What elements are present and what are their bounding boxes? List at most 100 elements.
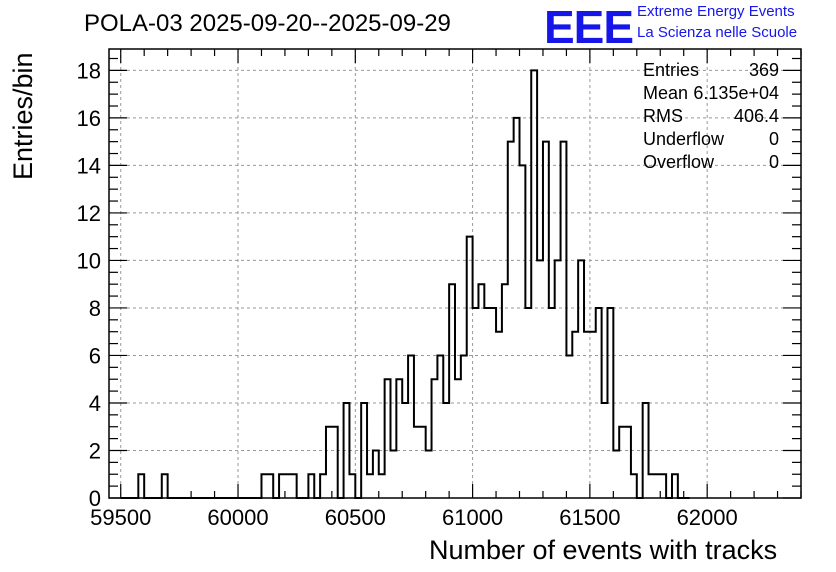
stats-rms-label: RMS — [643, 106, 683, 126]
histogram-bin-59 — [467, 237, 473, 498]
x-tick-label-61500: 61500 — [559, 505, 620, 530]
histogram-bin-77 — [572, 332, 578, 498]
histogram-bin-35 — [326, 427, 332, 498]
histogram-bin-68 — [520, 165, 526, 498]
y-tick-label-2: 2 — [89, 438, 101, 463]
logo-line-1: Extreme Energy Events — [637, 3, 795, 20]
histogram-bin-24 — [261, 474, 267, 498]
histogram-bin-54 — [437, 355, 443, 498]
chart-title: POLA-03 2025-09-20--2025-09-29 — [84, 10, 451, 37]
histogram-bin-70 — [531, 70, 537, 498]
y-tick-label-4: 4 — [89, 391, 101, 416]
histogram-bin-49 — [408, 355, 414, 498]
histogram-bin-90 — [649, 474, 655, 498]
y-tick-label-12: 12 — [77, 201, 101, 226]
histogram-bin-56 — [449, 284, 455, 498]
stats-underflow-label: Underflow — [643, 129, 725, 149]
x-tick-label-59500: 59500 — [90, 505, 151, 530]
histogram-bin-89 — [643, 403, 649, 498]
histogram-bin-83 — [607, 308, 613, 498]
histogram-bin-62 — [484, 308, 490, 498]
histogram-bin-48 — [402, 403, 408, 498]
x-tick-label-60000: 60000 — [207, 505, 268, 530]
stats-mean-label: Mean — [643, 83, 689, 103]
histogram-bin-74 — [555, 260, 561, 498]
histogram-bin-66 — [508, 142, 514, 498]
eee-logo-mark: EEE — [544, 1, 634, 53]
histogram-bin-75 — [561, 142, 567, 498]
tick-labels: 59500 60000 60500 61000 61500 62000 0 2 4 6 8 10 12 1… — [77, 58, 738, 530]
x-axis-label: Number of events with tracks — [429, 535, 778, 565]
histogram-bin-50 — [414, 427, 420, 498]
histogram-bin-92 — [660, 474, 666, 498]
histogram-bin-94 — [672, 474, 678, 498]
histogram-bin-60 — [473, 308, 479, 498]
histogram-bin-44 — [379, 474, 385, 498]
x-tick-label-60500: 60500 — [325, 505, 386, 530]
x-tick-label-62000: 62000 — [677, 505, 738, 530]
histogram-layer — [120, 69, 690, 499]
histogram-bin-34 — [320, 474, 326, 498]
histogram-bin-86 — [625, 427, 631, 498]
histogram-bin-55 — [443, 403, 449, 498]
stats-overflow-value: 0 — [768, 152, 779, 172]
histogram-bin-41 — [361, 403, 367, 498]
y-tick-label-0: 0 — [89, 486, 101, 511]
stats-rms-value: 406.4 — [733, 106, 779, 126]
histogram-bin-45 — [385, 379, 391, 498]
histogram-bin-64 — [496, 332, 502, 498]
logo-line-2: La Scienza nelle Scuole — [637, 24, 798, 41]
histogram-bin-46 — [390, 450, 396, 498]
histogram-bin-73 — [549, 308, 555, 498]
grid-layer — [109, 49, 801, 498]
stats-mean-value: 6.135e+04 — [693, 83, 779, 103]
histogram-bin-25 — [267, 474, 273, 498]
histogram-bin-81 — [596, 308, 602, 498]
histogram-bin-85 — [619, 427, 625, 498]
histogram-bin-80 — [590, 332, 596, 498]
y-tick-label-18: 18 — [77, 58, 101, 83]
histogram-bin-61 — [478, 284, 484, 498]
histogram-bin-82 — [602, 403, 608, 498]
histogram-bin-78 — [578, 260, 584, 498]
histogram-bin-91 — [654, 474, 660, 498]
y-axis-label: Entries/bin — [8, 52, 38, 180]
histogram-bin-72 — [543, 142, 549, 498]
histogram-bin-71 — [537, 260, 543, 498]
histogram-bin-43 — [373, 450, 379, 498]
stats-overflow-label: Overflow — [643, 152, 715, 172]
x-tick-label-61000: 61000 — [442, 505, 503, 530]
histogram-bin-28 — [285, 474, 291, 498]
histogram-bin-32 — [308, 474, 314, 498]
histogram-bin-27 — [279, 474, 285, 498]
histogram-bin-38 — [344, 403, 350, 498]
histogram-bin-57 — [455, 379, 461, 498]
histogram-bin-79 — [584, 332, 590, 498]
histogram-bin-47 — [396, 379, 402, 498]
histogram-bin-87 — [631, 474, 637, 498]
histogram-bin-3 — [138, 474, 144, 498]
histogram-bin-84 — [613, 450, 619, 498]
stats-entries-label: Entries — [643, 60, 700, 80]
histogram-bin-52 — [426, 450, 432, 498]
y-tick-label-16: 16 — [77, 106, 101, 131]
histogram-bin-7 — [162, 474, 168, 498]
stats-entries-value: 369 — [748, 60, 779, 80]
histogram-bin-63 — [490, 308, 496, 498]
histogram-bin-65 — [502, 284, 508, 498]
y-tick-label-6: 6 — [89, 343, 101, 368]
histogram-bin-53 — [432, 379, 438, 498]
histogram-bin-29 — [291, 474, 297, 498]
axes-layer — [108, 48, 802, 499]
histogram-bin-67 — [514, 118, 520, 498]
histogram-bin-58 — [461, 355, 467, 498]
histogram-bin-42 — [367, 474, 373, 498]
y-tick-label-8: 8 — [89, 296, 101, 321]
y-tick-label-14: 14 — [77, 153, 101, 178]
histogram-bin-39 — [349, 474, 355, 498]
histogram-bin-36 — [332, 427, 338, 498]
histogram-bin-76 — [566, 355, 572, 498]
plot-frame — [108, 48, 802, 499]
histogram-bin-51 — [420, 427, 426, 498]
